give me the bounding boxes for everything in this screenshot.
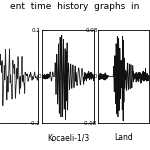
Text: ent  time  history  graphs  in: ent time history graphs in <box>10 2 140 11</box>
Text: Kocaeli-1/3: Kocaeli-1/3 <box>47 134 89 142</box>
Text: Land: Land <box>114 134 133 142</box>
